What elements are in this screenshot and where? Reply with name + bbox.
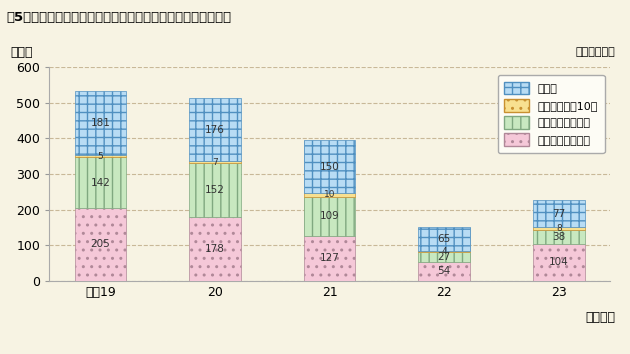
- Bar: [75, 208, 126, 281]
- Bar: [418, 252, 470, 262]
- Text: 図5　指定職及び行政職（一）８級以上の勧奨退職者数の推移: 図5 指定職及び行政職（一）８級以上の勧奨退職者数の推移: [6, 11, 231, 24]
- Bar: [304, 197, 355, 235]
- Bar: [304, 140, 355, 193]
- Text: 65: 65: [438, 234, 451, 244]
- Text: 181: 181: [91, 118, 110, 128]
- Text: 7: 7: [212, 158, 218, 167]
- Text: 104: 104: [549, 257, 569, 267]
- Legend: 指定職, 行政職（一）10級, 行政職（一）９級, 行政職（一）８級: 指定職, 行政職（一）10級, 行政職（一）９級, 行政職（一）８級: [498, 75, 605, 153]
- Text: 205: 205: [91, 239, 110, 249]
- Text: 150: 150: [320, 161, 340, 172]
- Bar: [75, 155, 126, 157]
- Text: 127: 127: [319, 253, 340, 263]
- Bar: [189, 163, 241, 217]
- Text: 178: 178: [205, 244, 225, 254]
- Text: 142: 142: [91, 178, 110, 188]
- Text: 8: 8: [556, 224, 562, 233]
- Bar: [75, 91, 126, 155]
- Text: 38: 38: [553, 232, 566, 242]
- Text: （人）: （人）: [10, 46, 32, 59]
- Bar: [75, 157, 126, 208]
- Bar: [189, 98, 241, 161]
- Text: 54: 54: [438, 266, 451, 276]
- Text: （単位：人）: （単位：人）: [576, 46, 616, 57]
- Text: 77: 77: [553, 209, 566, 219]
- Bar: [304, 235, 355, 281]
- Text: 176: 176: [205, 125, 225, 135]
- Bar: [533, 227, 585, 230]
- Text: （年度）: （年度）: [586, 311, 616, 324]
- Bar: [533, 200, 585, 227]
- Bar: [533, 230, 585, 244]
- Text: 152: 152: [205, 185, 225, 195]
- Bar: [533, 244, 585, 281]
- Bar: [418, 227, 470, 251]
- Bar: [418, 262, 470, 281]
- Text: 4: 4: [442, 247, 447, 256]
- Bar: [189, 217, 241, 281]
- Text: 10: 10: [324, 190, 335, 200]
- Text: 5: 5: [98, 152, 103, 161]
- Text: 27: 27: [438, 252, 451, 262]
- Bar: [304, 193, 355, 197]
- Bar: [189, 161, 241, 163]
- Bar: [418, 251, 470, 252]
- Text: 109: 109: [320, 211, 340, 221]
